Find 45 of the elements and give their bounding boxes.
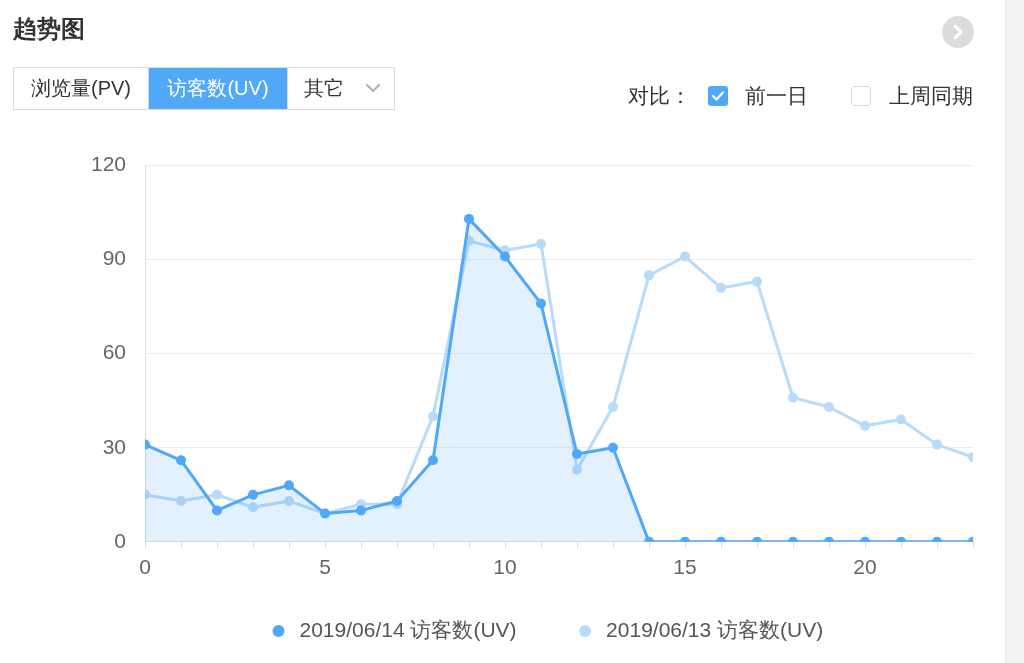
point <box>896 414 906 425</box>
x-tick-label: 10 <box>493 555 517 579</box>
point <box>824 402 834 412</box>
point <box>284 480 294 491</box>
text: 前一日 <box>745 84 808 108</box>
point <box>752 276 762 287</box>
x-tick-label: 20 <box>853 555 877 579</box>
point <box>212 505 222 516</box>
point <box>536 238 546 249</box>
point <box>248 489 258 500</box>
y-tick-label: 120 <box>90 152 126 176</box>
point <box>536 298 546 309</box>
tab: 访客数(UV) <box>148 68 287 109</box>
y-tick-label: 60 <box>102 340 126 364</box>
point <box>716 282 726 293</box>
x-tick-label: 15 <box>673 555 697 579</box>
point <box>176 455 186 466</box>
point <box>212 489 222 500</box>
legend-label: 2019/06/14 访客数(UV) <box>299 617 517 641</box>
text: 对比： <box>628 84 691 108</box>
y-tick-label: 90 <box>102 246 126 270</box>
point <box>572 464 582 475</box>
point <box>860 420 870 431</box>
point <box>428 411 438 422</box>
point <box>248 502 258 513</box>
x-tick-label: 5 <box>319 555 331 579</box>
point <box>572 449 582 460</box>
point <box>788 392 798 403</box>
point <box>464 213 474 224</box>
point <box>356 505 366 516</box>
point <box>608 442 618 453</box>
point <box>932 439 942 450</box>
point <box>500 251 510 262</box>
y-tick-label: 30 <box>102 434 126 458</box>
point <box>428 455 438 466</box>
legend-label: 2019/06/13 访客数(UV) <box>606 617 824 641</box>
x-tick-label: 0 <box>139 555 151 579</box>
y-tick-label: 0 <box>114 528 126 552</box>
point <box>176 496 186 507</box>
text: 上周同期 <box>889 84 973 108</box>
chart-title: 趋势图 <box>13 15 85 43</box>
point <box>680 251 690 262</box>
point <box>608 402 618 412</box>
point <box>284 496 294 507</box>
point <box>644 270 654 281</box>
